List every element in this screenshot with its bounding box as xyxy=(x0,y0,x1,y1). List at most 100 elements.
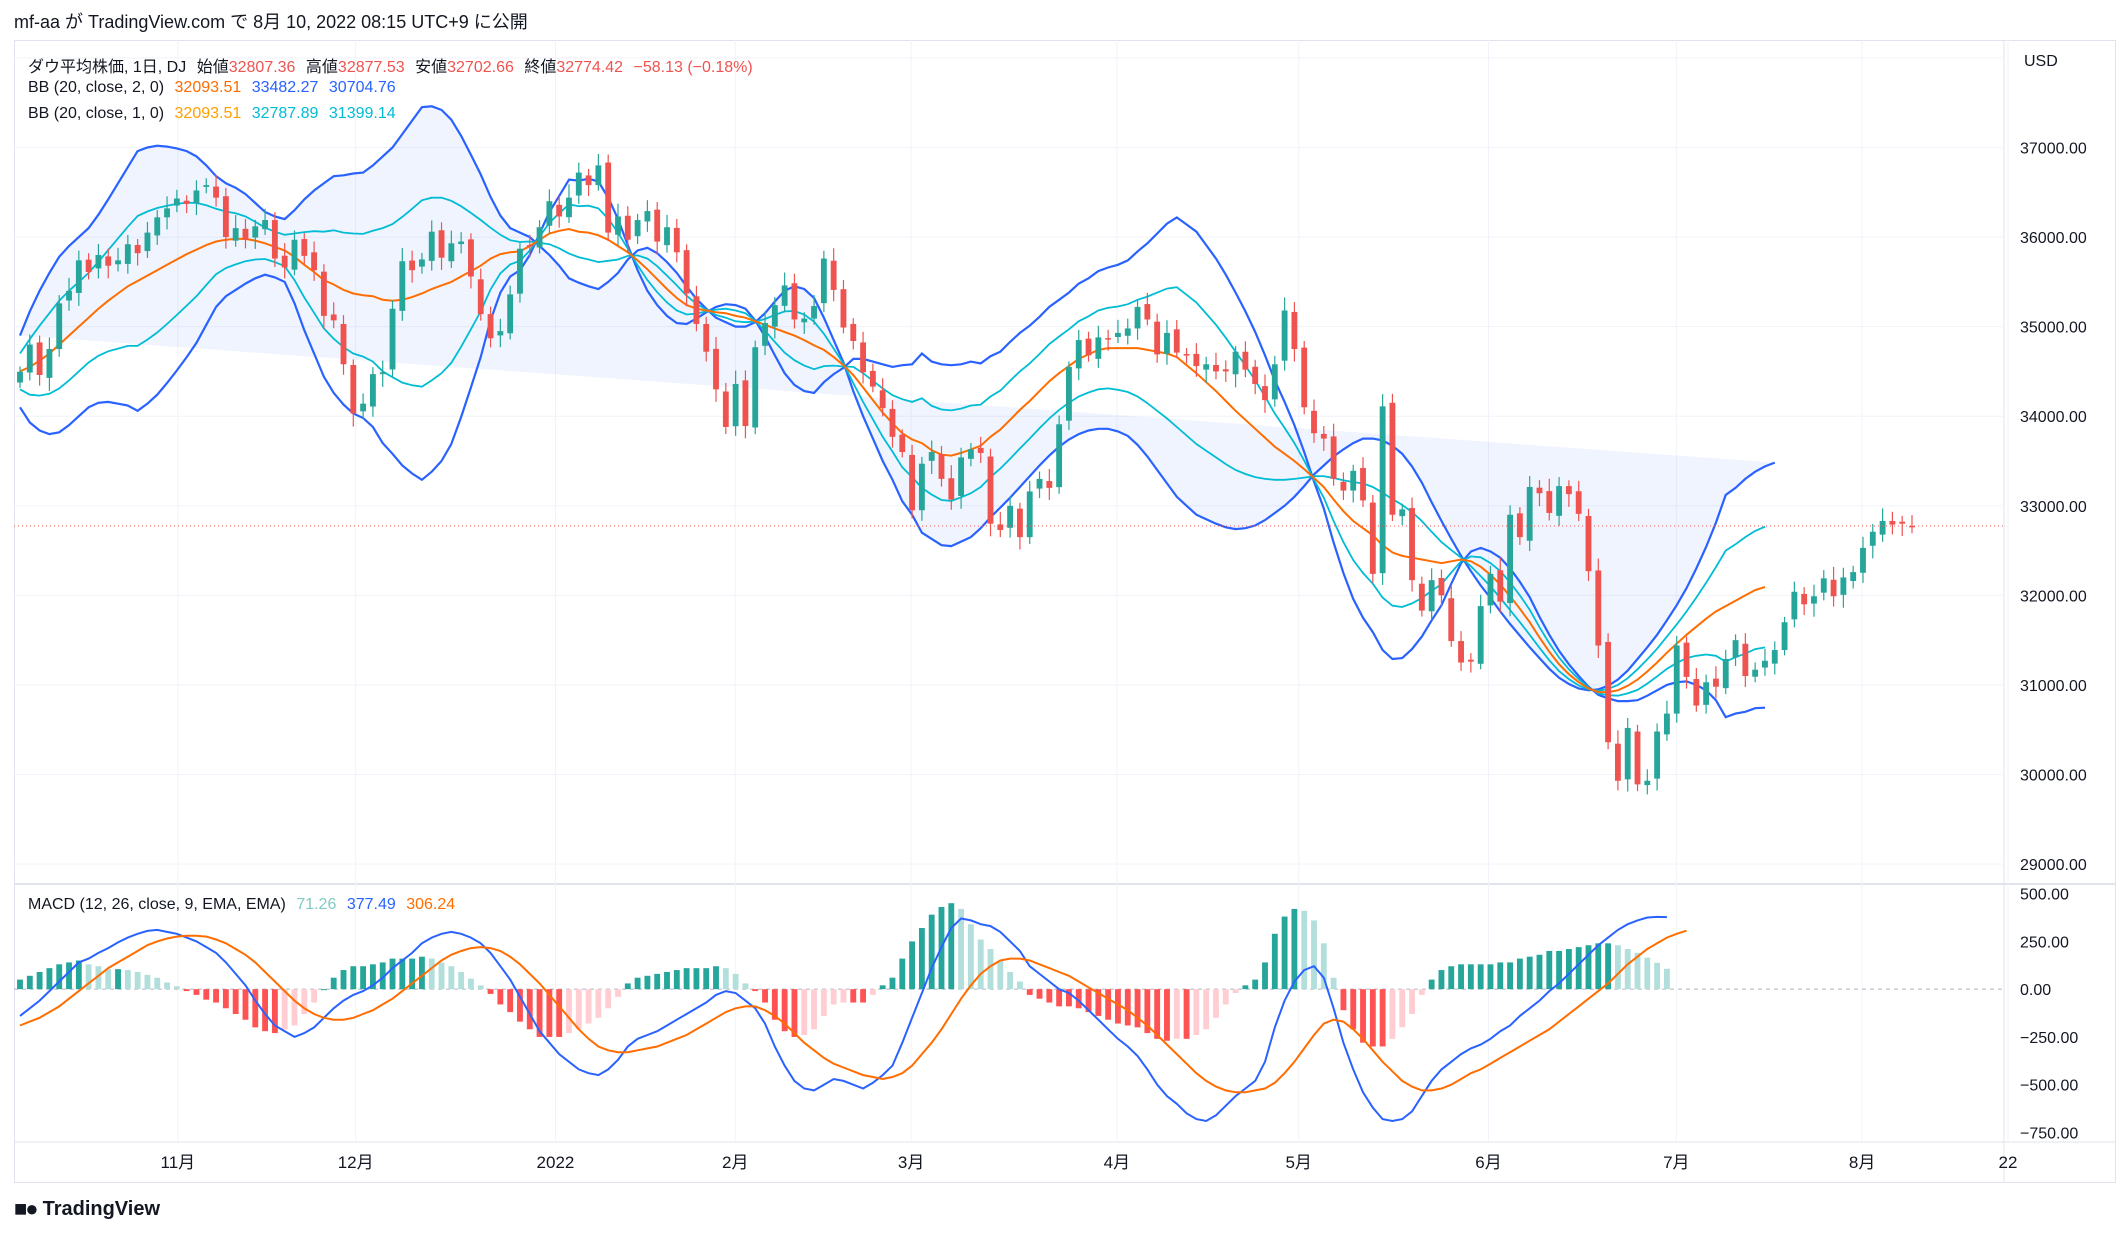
candle-body xyxy=(1595,570,1602,646)
candle-body xyxy=(869,370,876,387)
macd-histogram-bar xyxy=(1203,989,1210,1030)
candle-body xyxy=(369,374,376,407)
candle-body xyxy=(654,209,661,242)
macd-histogram-bar xyxy=(1467,964,1474,990)
candle-body xyxy=(75,260,82,293)
price-tick-label: 36000.00 xyxy=(2020,230,2087,247)
candle-body xyxy=(1105,338,1112,340)
candle-body xyxy=(1791,591,1798,620)
candle-body xyxy=(1860,547,1866,573)
candle-body xyxy=(1693,679,1700,706)
chart-frame[interactable] xyxy=(14,40,2116,1183)
bb1-lower-line xyxy=(19,203,1766,697)
symbol-legend: ダウ平均株価, 1日, DJ 始値32807.36 高値32877.53 安値3… xyxy=(28,53,759,77)
bb1-lower-value: 31399.14 xyxy=(328,105,396,122)
macd-histogram-bar xyxy=(1056,989,1063,1007)
time-tick-label: 5月 xyxy=(1285,1153,1311,1172)
macd-histogram-bar xyxy=(1565,949,1572,990)
bb1-upper-line xyxy=(19,196,1766,692)
macd-histogram-bar xyxy=(948,903,955,990)
macd-histogram-bar xyxy=(409,958,416,990)
macd-histogram-bar xyxy=(497,989,504,1005)
candle-body xyxy=(1575,491,1582,514)
macd-histogram-bar xyxy=(164,982,170,990)
candle-body xyxy=(673,227,680,253)
candle-body xyxy=(105,256,112,266)
macd-histogram-bar xyxy=(1477,964,1484,990)
candle-body xyxy=(1379,406,1386,574)
candle-body xyxy=(1605,641,1612,743)
macd-histogram-bar xyxy=(1663,968,1670,990)
candle-body xyxy=(428,231,435,261)
macd-tick-label: −750.00 xyxy=(2020,1125,2078,1142)
candle-body xyxy=(1036,478,1043,489)
candle-body xyxy=(173,198,180,206)
bb1-name: BB (20, close, 1, 0) xyxy=(28,105,165,122)
candle-body xyxy=(664,227,670,246)
candle-body xyxy=(683,250,690,294)
candle-body xyxy=(1811,596,1817,604)
macd-histogram-bar xyxy=(928,914,935,990)
macd-histogram-bar xyxy=(1418,989,1425,995)
macd-histogram-bar xyxy=(1173,989,1180,1039)
time-tick-label: 12月 xyxy=(338,1153,374,1172)
macd-histogram-bar xyxy=(791,989,798,1037)
bb1-upper-value: 32787.89 xyxy=(251,105,319,122)
candle-body xyxy=(134,244,141,254)
bb2-lower-value: 30704.76 xyxy=(328,79,396,96)
candle-body xyxy=(1418,583,1425,611)
price-tick-label: 30000.00 xyxy=(2020,768,2087,785)
macd-histogram-bar xyxy=(1183,989,1190,1039)
macd-histogram-bar xyxy=(517,989,523,1022)
macd-histogram-bar xyxy=(683,968,690,990)
candle-body xyxy=(1663,713,1670,735)
macd-histogram-bar xyxy=(1350,989,1357,1030)
macd-histogram-bar xyxy=(1644,957,1651,990)
candle-body xyxy=(66,290,72,301)
candle-body xyxy=(330,314,337,321)
candle-body xyxy=(1340,481,1347,491)
currency-label: USD xyxy=(2024,53,2058,70)
candle-body xyxy=(1526,486,1533,541)
candle-body xyxy=(1781,622,1788,651)
candle-body xyxy=(1320,433,1327,439)
candle-body xyxy=(1075,340,1082,369)
macd-histogram-bar xyxy=(634,977,641,990)
tradingview-logo[interactable]: ■● TradingView xyxy=(14,1196,160,1222)
macd-histogram-bar xyxy=(1389,989,1396,1039)
candle-body xyxy=(1085,338,1092,356)
macd-histogram-bar xyxy=(1330,977,1337,990)
candle-body xyxy=(762,323,768,346)
candle-body xyxy=(1360,467,1366,501)
candle-body xyxy=(1614,743,1621,781)
candle-body xyxy=(36,342,43,376)
candle-body xyxy=(693,296,700,324)
macd-histogram-bar xyxy=(124,970,131,990)
candle-body xyxy=(644,211,651,222)
macd-histogram-bar xyxy=(330,977,337,990)
macd-histogram-bar xyxy=(713,966,719,990)
candle-body xyxy=(1007,505,1014,528)
macd-histogram-bar xyxy=(46,968,53,990)
candle-body xyxy=(566,197,572,218)
macd-tick-label: −500.00 xyxy=(2020,1078,2078,1095)
candle-body xyxy=(918,463,925,511)
candle-body xyxy=(1752,669,1759,677)
macd-histogram-bar xyxy=(242,989,249,1020)
macd-histogram-bar xyxy=(1428,979,1435,990)
macd-histogram-bar xyxy=(56,964,63,990)
time-tick-label: 3月 xyxy=(898,1153,924,1172)
candle-body xyxy=(948,478,955,500)
candle-body xyxy=(830,260,837,290)
macd-histogram-bar xyxy=(918,928,925,990)
bb1-legend: BB (20, close, 1, 0) 32093.51 32787.89 3… xyxy=(28,105,402,123)
macd-histogram-bar xyxy=(1585,945,1592,990)
macd-histogram-bar xyxy=(1556,950,1563,990)
bb2-upper-line xyxy=(18,105,1776,692)
candle-body xyxy=(1330,436,1337,479)
macd-histogram-bar xyxy=(183,989,190,992)
macd-histogram-bar xyxy=(154,977,161,990)
candle-body xyxy=(585,175,592,186)
candle-body xyxy=(1252,366,1259,384)
